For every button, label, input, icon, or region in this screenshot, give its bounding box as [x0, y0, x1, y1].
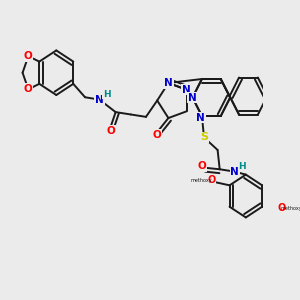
Text: methoxy: methoxy [280, 206, 300, 211]
Text: methoxy: methoxy [191, 178, 212, 183]
Text: O: O [106, 126, 115, 136]
Text: O: O [24, 84, 33, 94]
Text: O: O [207, 175, 215, 185]
Text: N: N [182, 85, 191, 95]
Text: O: O [24, 51, 33, 61]
Text: N: N [95, 94, 104, 105]
Text: N: N [164, 78, 173, 88]
Text: N: N [196, 112, 205, 123]
Text: O: O [277, 203, 285, 213]
Text: N: N [230, 167, 239, 177]
Text: O: O [198, 161, 207, 171]
Text: N: N [188, 92, 197, 103]
Text: O: O [153, 130, 161, 140]
Text: S: S [200, 133, 208, 142]
Text: H: H [103, 90, 111, 99]
Text: H: H [238, 162, 246, 171]
